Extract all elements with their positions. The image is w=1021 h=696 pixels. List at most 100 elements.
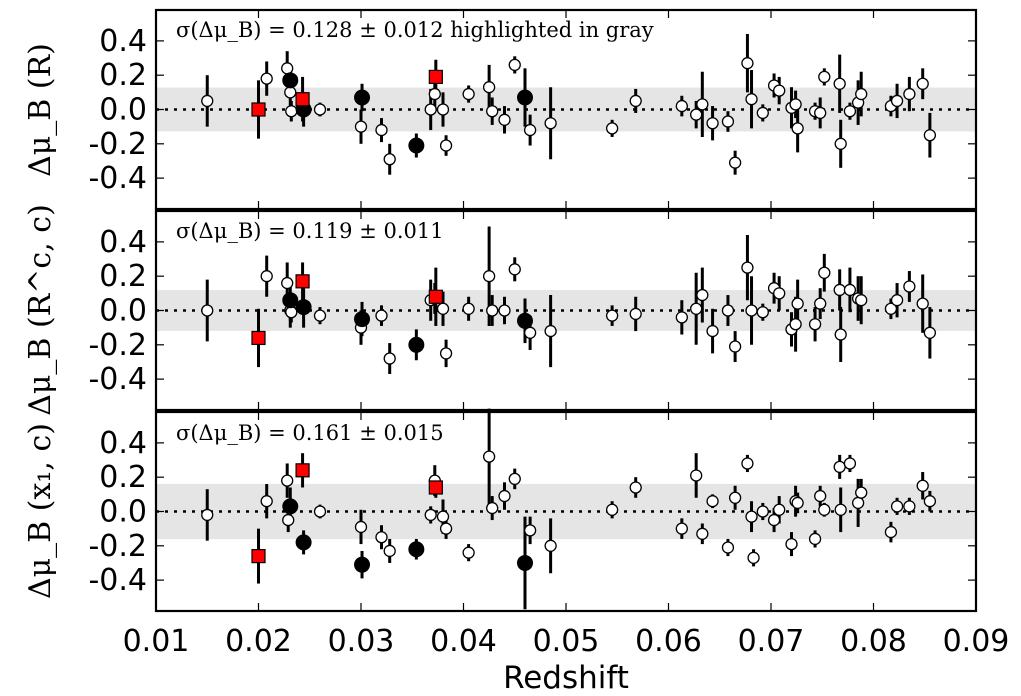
panel-3-annotation: σ(Δμ_B) = 0.161 ± 0.015 [176,421,444,445]
open-circle-point [354,520,368,534]
x-tick-label: 0.02 [225,624,292,659]
open-circle-point [808,532,822,546]
open-circle-point [767,513,781,527]
open-circle-point [462,87,475,101]
open-circle-point [508,263,521,276]
y-tick-label: -0.4 [88,362,147,397]
open-circle-point [833,77,846,90]
red-square-point [251,549,266,564]
open-circle-point [375,309,388,322]
open-circle-point [728,156,742,169]
red-square-point [251,330,266,346]
y-tick-label: 0.2 [99,58,147,93]
open-circle-point [424,103,437,116]
open-circle-point [523,326,537,339]
panels: 0.40.20.0-0.2-0.40.40.20.0-0.2-0.40.40.2… [88,8,1009,659]
open-circle-point [923,495,937,508]
y-tick-label: -0.2 [88,328,147,363]
open-circle-point [482,450,496,463]
open-circle-point [201,94,214,108]
open-circle-point [383,352,396,365]
open-circle-point [747,551,760,564]
open-circle-point [629,481,642,494]
x-tick-label: 0.03 [328,624,395,659]
panel-1: 0.40.20.0-0.2-0.4 [88,8,978,211]
red-square-point [428,69,443,85]
open-circle-point [439,522,453,535]
open-circle-point [843,105,857,118]
open-circle-point [851,496,865,510]
open-circle-point [439,139,453,152]
open-circle-point [890,500,904,513]
y-tick-label: 0.2 [99,460,147,495]
open-circle-point [508,472,521,486]
filled-circle-point [408,137,425,154]
open-circle-point [313,103,327,116]
open-circle-point [696,527,709,540]
open-circle-point [629,94,642,108]
open-circle-point [785,537,798,551]
open-circle-point [773,503,786,516]
filled-circle-point [354,89,371,106]
open-circle-point [721,115,735,128]
open-circle-point [675,311,688,324]
open-circle-point [791,496,804,510]
open-circle-point [791,297,804,310]
panel-2-annotation: σ(Δμ_B) = 0.119 ± 0.011 [176,219,444,243]
open-circle-point [439,347,453,360]
open-circle-point [281,474,294,487]
open-circle-point [436,302,450,315]
open-circle-point [814,297,827,310]
open-circle-point [428,87,441,101]
red-square-point [251,102,266,117]
open-circle-point [741,57,754,70]
axes-frame [154,410,978,613]
open-circle-point [728,340,742,353]
open-circle-point [756,106,769,120]
open-circle-point [375,531,388,544]
open-circle-point [814,106,827,120]
open-circle-point [482,81,496,94]
open-circle-point [728,491,742,504]
open-circle-point [855,294,868,307]
open-circle-point [818,503,831,516]
open-circle-point [741,457,754,470]
open-circle-point [462,302,475,315]
open-circle-point [281,276,294,290]
red-square-point [295,274,310,289]
open-circle-point [498,304,511,317]
open-circle-point [201,508,214,522]
y-tick-label: 0.4 [99,24,147,59]
open-circle-point [313,505,327,518]
panel-2-ylabel: Δμ_B (R^c, c) [23,204,58,416]
open-circle-point [544,324,557,338]
open-circle-point [818,70,831,84]
red-square-point [428,480,443,495]
filled-circle-point [282,72,299,89]
y-tick-label: -0.4 [88,161,147,196]
open-circle-point [814,489,827,503]
open-circle-point [486,105,499,118]
open-circle-point [789,318,802,331]
open-circle-point [791,122,804,135]
filled-circle-point [354,556,371,573]
panel-3: 0.40.20.0-0.2-0.4 0.01 0.02 0.03 0.04 0.05 0.0… [88,408,1009,659]
open-circle-point [756,306,769,319]
open-circle-point [675,522,688,535]
open-circle-point [834,503,847,516]
open-circle-point [260,270,273,283]
open-circle-point [383,153,396,166]
open-circle-point [523,524,537,537]
open-circle-point [605,122,619,135]
filled-circle-point [354,311,371,328]
open-circle-point [281,62,294,75]
open-circle-point [916,479,929,492]
open-circle-point [605,503,619,516]
open-circle-point [284,86,297,99]
open-circle-point [884,525,898,539]
open-circle-point [923,129,937,142]
open-circle-point [260,72,273,85]
open-circle-point [721,304,735,317]
open-circle-point [690,108,703,121]
